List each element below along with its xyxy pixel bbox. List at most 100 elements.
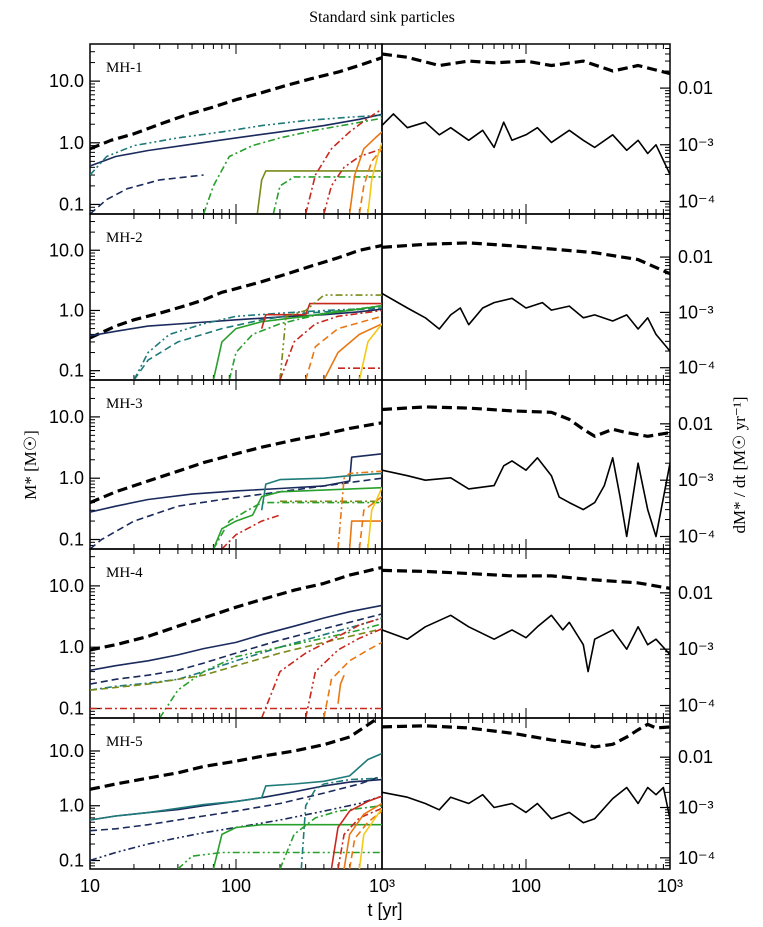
mass-series-10 <box>323 641 382 718</box>
left-tick-label: 1.0 <box>59 300 84 320</box>
mass-series-2 <box>90 308 382 337</box>
right-tick-label: 10⁻³ <box>678 639 714 659</box>
mass-series-5 <box>202 117 382 214</box>
rate-series <box>382 614 670 673</box>
rate-series-group <box>382 405 670 538</box>
rate-total-series <box>382 722 670 749</box>
chart-title: Standard sink particles <box>309 9 455 26</box>
left-tick-label: 10.0 <box>49 240 84 260</box>
left-tick-label: 10.0 <box>49 576 84 596</box>
mass-series-7 <box>212 823 382 869</box>
x-tick-label: 100 <box>221 876 251 896</box>
mass-series-4 <box>90 775 382 832</box>
mass-series-3 <box>90 752 382 821</box>
panel-mh-1: 0.1 1.0 10.0 10⁻⁴ 10⁻³ 0.01 MH-1 <box>49 43 715 215</box>
right-tick-label: 0.01 <box>678 747 713 767</box>
right-tick-label: 0.01 <box>678 247 713 267</box>
right-tick-label: 0.01 <box>678 78 713 98</box>
right-tick-label: 10⁻³ <box>678 798 714 818</box>
mass-series-11 <box>337 807 382 869</box>
mass-series-9 <box>323 148 382 214</box>
mass-series-group <box>90 421 382 549</box>
mass-series-11 <box>358 496 382 549</box>
rate-total-series <box>382 241 670 276</box>
panel-label: MH-2 <box>106 230 143 246</box>
left-tick-label: 10.0 <box>49 741 84 761</box>
rate-total-series <box>382 52 670 76</box>
panel-mh-5: 0.1 1.0 10.0 10⁻⁴ 10⁻³ 0.01 MH-5 10 100 10³ 100 10³ <box>49 717 715 896</box>
mass-series-2 <box>90 453 382 513</box>
mass-series-6 <box>228 304 382 380</box>
right-tick-label: 10⁻⁴ <box>678 696 715 716</box>
mass-series-5 <box>212 486 382 549</box>
mass-series-6 <box>300 777 382 869</box>
right-frame <box>381 379 671 550</box>
rate-total-series <box>382 568 670 590</box>
panel-mh-4: 0.1 1.0 10.0 10⁻⁴ 10⁻³ 0.01 MH-4 <box>49 548 715 719</box>
mass-series-11 <box>337 674 345 704</box>
panel-mh-3: 0.1 1.0 10.0 10⁻⁴ 10⁻³ 0.01 MH-3 <box>49 379 715 550</box>
right-tick-label: 10⁻³ <box>678 302 714 322</box>
left-tick-label: 10.0 <box>49 71 84 91</box>
left-tick-label: 0.1 <box>59 194 84 214</box>
rate-series <box>382 113 670 175</box>
mass-series-5 <box>90 628 382 691</box>
panel-mh-2: 0.1 1.0 10.0 10⁻⁴ 10⁻³ 0.01 MH-2 <box>49 213 715 381</box>
mass-series-12 <box>343 802 382 869</box>
mass-series-1 <box>90 421 382 505</box>
x-axis-label: t [yr] <box>368 900 403 920</box>
mass-series-6 <box>256 170 382 214</box>
mass-series-5 <box>90 795 382 862</box>
left-tick-label: 1.0 <box>59 796 84 816</box>
mass-series-9 <box>304 628 382 718</box>
mass-series-10 <box>348 520 382 549</box>
panel-label: MH-3 <box>106 396 143 412</box>
mass-series-14 <box>358 807 382 869</box>
rate-series-group <box>382 52 670 175</box>
right-tick-label: 10⁻³ <box>678 135 714 155</box>
left-tick-label: 1.0 <box>59 637 84 657</box>
panels: 0.1 1.0 10.0 10⁻⁴ 10⁻³ 0.01 MH-1 0.1 1.0 10.0 10⁻⁴… <box>49 43 715 896</box>
rate-series <box>382 456 670 538</box>
mass-series-12 <box>367 142 382 214</box>
rate-total-series <box>382 405 670 438</box>
right-tick-label: 0.01 <box>678 583 713 603</box>
left-tick-label: 0.1 <box>59 699 84 719</box>
mass-series-group <box>90 243 382 380</box>
right-frame <box>381 213 671 381</box>
mass-series-1 <box>90 243 382 340</box>
rate-series <box>382 786 670 824</box>
mass-series-4 <box>90 617 382 691</box>
mass-series-group <box>90 718 382 869</box>
mass-series-3 <box>133 307 382 380</box>
mass-series-8 <box>279 294 382 380</box>
mass-series-8 <box>221 514 281 549</box>
mass-series-4 <box>260 472 382 511</box>
rate-series-group <box>382 722 670 824</box>
mass-series-1 <box>90 565 382 652</box>
mass-series-10 <box>348 131 382 214</box>
rate-series-group <box>382 568 670 673</box>
left-tick-label: 0.1 <box>59 851 84 871</box>
right-tick-label: 10⁻⁴ <box>678 358 715 378</box>
left-tick-label: 10.0 <box>49 407 84 427</box>
mass-series-1 <box>90 718 381 791</box>
right-y-axis-label: dM* / dt [M☉ yr⁻¹] <box>730 397 749 534</box>
right-tick-label: 10⁻³ <box>678 470 714 490</box>
x-tick-label: 10³ <box>369 876 395 896</box>
right-frame <box>381 717 671 870</box>
left-y-axis-label: M* [M☉] <box>21 430 40 500</box>
mass-series-12 <box>323 323 382 380</box>
mass-series-6 <box>212 501 382 549</box>
rate-series <box>382 292 670 352</box>
mass-series-13 <box>358 323 382 380</box>
panel-label: MH-5 <box>106 734 143 750</box>
mass-series-8 <box>260 617 382 718</box>
panel-label: MH-4 <box>106 565 143 581</box>
x-tick-label: 10³ <box>657 876 683 896</box>
mass-series-8 <box>304 108 382 214</box>
left-tick-label: 0.1 <box>59 361 84 381</box>
mass-series-8 <box>279 804 382 869</box>
mass-series-3 <box>90 114 382 176</box>
